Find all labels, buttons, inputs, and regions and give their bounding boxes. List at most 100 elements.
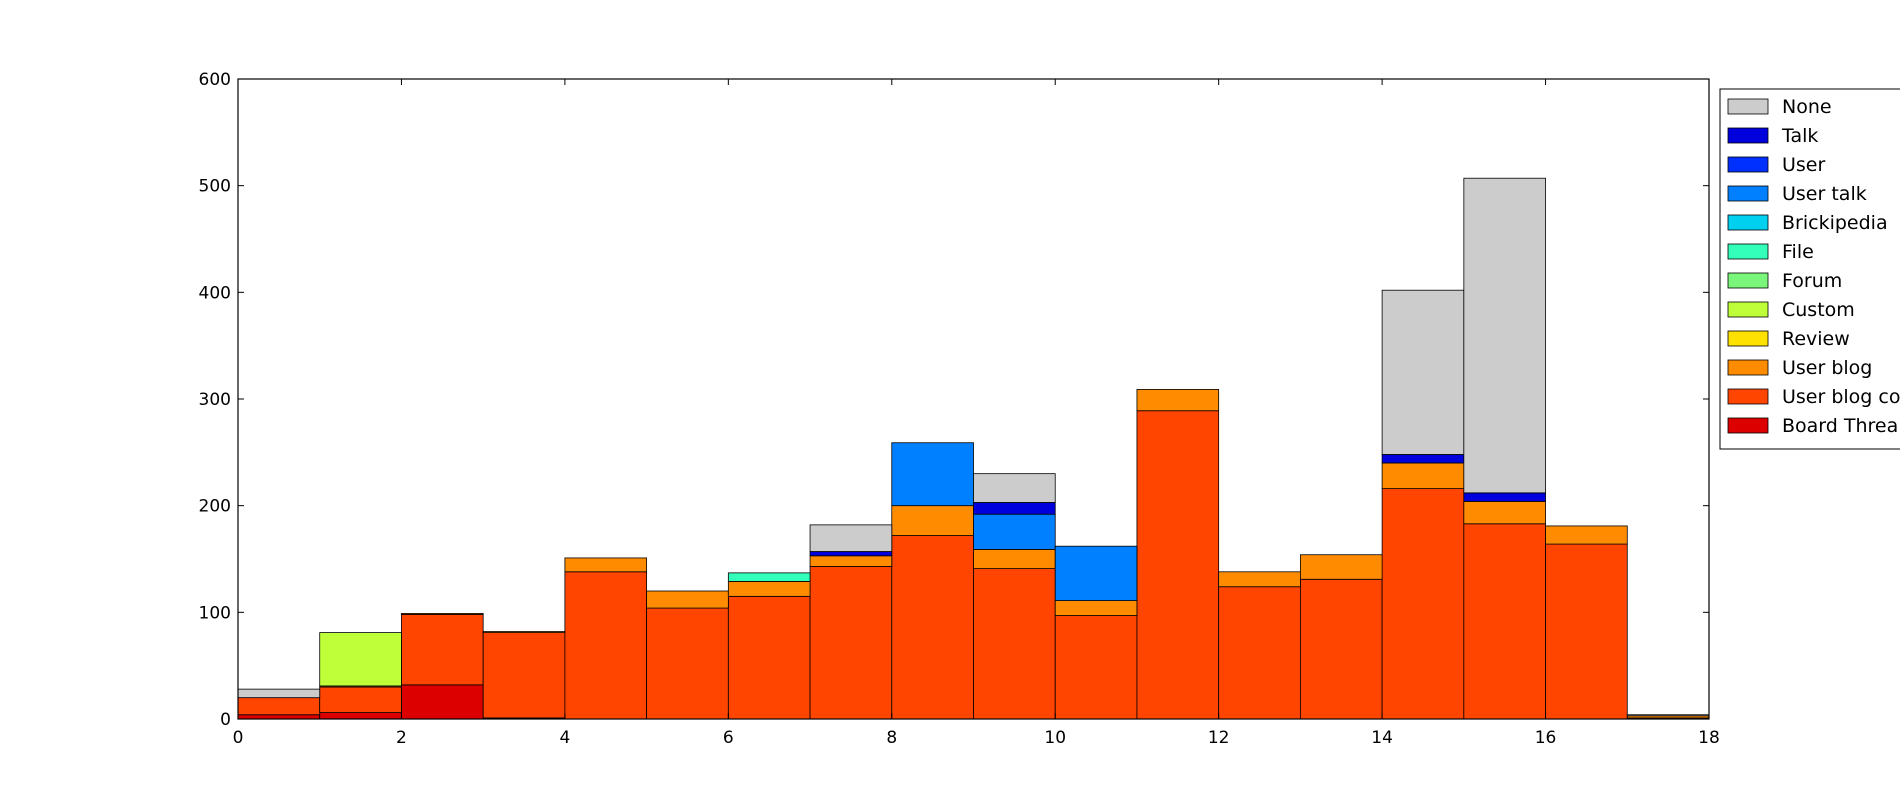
bar-segment <box>1381 289 1465 455</box>
bar-segment <box>482 631 566 633</box>
series-none <box>237 177 1710 717</box>
bar-segment <box>646 607 729 720</box>
bar-segment <box>319 712 402 720</box>
x-tick-label: 8 <box>886 728 897 748</box>
y-tick-label: 0 <box>220 710 231 730</box>
bar-segment <box>1299 578 1383 720</box>
legend-swatch <box>1727 98 1769 115</box>
bar-segment <box>564 557 648 573</box>
legend-swatch <box>1727 388 1769 405</box>
x-tick-label: 2 <box>396 728 407 748</box>
bar-segment <box>1545 543 1628 720</box>
bars-layer <box>237 177 1710 720</box>
bar-segment <box>1463 177 1546 494</box>
bar-segment <box>809 551 893 557</box>
series-user-blog-co <box>237 410 1628 720</box>
x-tick-label: 16 <box>1535 728 1557 748</box>
legend-label: Talk <box>1781 125 1818 147</box>
bar-segment <box>1463 492 1546 502</box>
bar-segment <box>727 581 811 597</box>
legend-item-custom: Custom <box>1727 299 1855 321</box>
bar-segment <box>973 473 1056 503</box>
y-tick-label: 600 <box>199 70 231 90</box>
legend-item-file: File <box>1727 241 1814 263</box>
x-tick-label: 12 <box>1208 728 1230 748</box>
bar-segment <box>1381 462 1465 490</box>
bar-segment <box>319 632 402 687</box>
legend-swatch <box>1727 243 1769 260</box>
legend-swatch <box>1727 330 1769 347</box>
series-user-talk <box>891 442 1138 602</box>
legend-swatch <box>1727 156 1769 173</box>
legend-label: File <box>1782 241 1814 263</box>
legend-item-user: User <box>1727 154 1825 176</box>
series-talk <box>809 454 1546 557</box>
bar-segment <box>401 613 484 615</box>
legend-item-user-blog: User blog <box>1727 357 1872 379</box>
bar-segment <box>1381 488 1465 720</box>
legend-swatch <box>1727 185 1769 202</box>
legend-label: Board Threa <box>1782 415 1898 437</box>
legend-swatch <box>1727 301 1769 318</box>
bar-segment <box>564 571 648 720</box>
bar-segment <box>1054 545 1138 602</box>
legend-item-brickipedia: Brickipedia <box>1727 212 1888 234</box>
bar-segment <box>401 684 484 720</box>
legend-swatch <box>1727 214 1769 231</box>
legend-swatch <box>1727 127 1769 144</box>
bar-segment <box>973 549 1056 570</box>
axis-ticks: 0 2 4 6 8 10 12 14 16 18 0 100 200 300 400 500 600 <box>199 70 1720 748</box>
bar-segment <box>891 535 974 720</box>
bar-segment <box>1626 714 1710 717</box>
bar-segment <box>1463 523 1546 720</box>
bar-segment <box>237 697 321 716</box>
series-custom <box>319 632 402 687</box>
x-tick-label: 14 <box>1371 728 1393 748</box>
y-tick-label: 100 <box>199 603 231 623</box>
legend-item-talk: Talk <box>1727 125 1818 147</box>
legend-item-none: None <box>1727 96 1832 118</box>
y-tick-label: 500 <box>199 177 231 197</box>
bar-segment <box>237 688 321 699</box>
legend-label: Custom <box>1782 299 1855 321</box>
x-tick-label: 10 <box>1044 728 1066 748</box>
bar-segment <box>1218 571 1301 588</box>
bar-segment <box>973 513 1056 550</box>
legend-label: User blog co <box>1782 386 1900 408</box>
bar-segment <box>809 524 893 552</box>
x-tick-label: 4 <box>559 728 570 748</box>
bar-segment <box>727 572 811 582</box>
x-tick-label: 6 <box>723 728 734 748</box>
legend-label: User talk <box>1782 183 1867 205</box>
bar-segment <box>401 614 484 686</box>
legend: None Talk User User talk Brickipedia File Foru… <box>1719 88 1900 450</box>
legend-item-user-blog-co: User blog co <box>1727 386 1900 408</box>
legend-swatch <box>1727 417 1769 434</box>
legend-label: User blog <box>1782 357 1872 379</box>
legend-label: Forum <box>1782 270 1842 292</box>
bar-segment <box>1136 388 1220 412</box>
bar-segment <box>727 595 811 720</box>
bar-segment <box>646 590 729 609</box>
bar-segment <box>237 714 321 720</box>
bar-segment <box>1299 554 1383 580</box>
legend-swatch <box>1727 272 1769 289</box>
bar-segment <box>482 632 566 719</box>
legend-item-user-talk: User talk <box>1727 183 1867 205</box>
bar-segment <box>1136 410 1220 720</box>
bar-segment <box>1463 500 1546 525</box>
legend-label: Brickipedia <box>1782 212 1888 234</box>
bar-segment <box>1218 586 1301 720</box>
legend-item-review: Review <box>1727 328 1850 350</box>
bar-segment <box>973 568 1056 720</box>
bar-segment <box>1054 600 1138 616</box>
legend-swatch <box>1727 359 1769 376</box>
bar-segment <box>319 686 402 714</box>
x-tick-label: 0 <box>233 728 244 748</box>
series-board-threa <box>237 684 1710 720</box>
bar-segment <box>973 502 1056 515</box>
y-tick-label: 200 <box>199 497 231 517</box>
bar-segment <box>809 566 893 720</box>
bar-segment <box>891 442 974 507</box>
